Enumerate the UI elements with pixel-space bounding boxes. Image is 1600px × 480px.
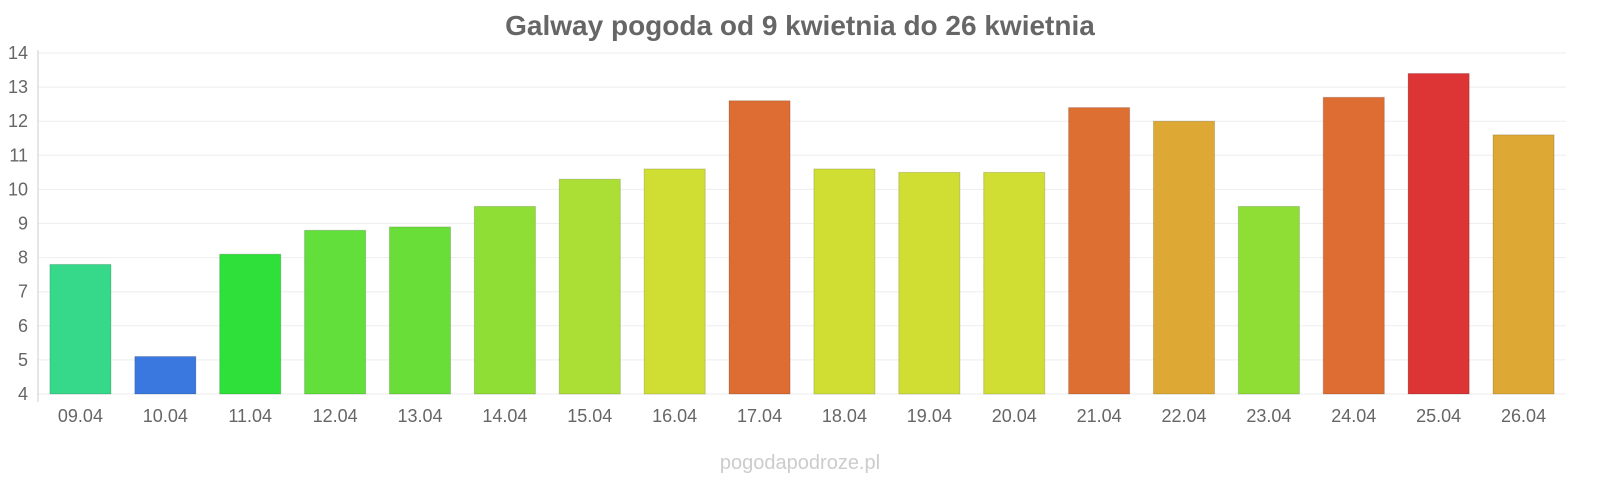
- y-tick-label: 6: [18, 316, 28, 336]
- bar-09.04: [49, 263, 112, 395]
- x-tick-label: 24.04: [1331, 406, 1376, 426]
- x-tick-label: 21.04: [1077, 406, 1122, 426]
- y-tick-label: 14: [8, 43, 28, 63]
- x-tick-label: 17.04: [737, 406, 782, 426]
- y-tick-label: 4: [18, 384, 28, 404]
- bars: [49, 72, 1555, 395]
- x-tick-label: 10.04: [143, 406, 188, 426]
- bar-24.04: [1322, 96, 1385, 395]
- bar-10.04: [134, 355, 197, 395]
- x-tick-label: 19.04: [907, 406, 952, 426]
- y-tick-label: 5: [18, 350, 28, 370]
- x-tick-label: 09.04: [58, 406, 103, 426]
- x-axis-ticks: 09.04 10.04 11.04 12.04 13.04 14.04 15.04 16.04…: [58, 406, 1546, 426]
- x-tick-label: 16.04: [652, 406, 697, 426]
- y-tick-label: 8: [18, 248, 28, 268]
- x-tick-label: 22.04: [1161, 406, 1206, 426]
- bar-25.04: [1407, 72, 1470, 395]
- bar-18.04: [813, 168, 876, 395]
- y-tick-label: 11: [9, 145, 28, 165]
- x-tick-label: 26.04: [1501, 406, 1546, 426]
- y-tick-label: 7: [18, 282, 28, 302]
- y-tick-label: 13: [8, 77, 28, 97]
- bar-17.04: [728, 100, 791, 395]
- bar-11.04: [219, 253, 282, 395]
- x-tick-label: 25.04: [1416, 406, 1461, 426]
- grid-lines: [38, 52, 1566, 395]
- bar-14.04: [473, 205, 536, 395]
- x-tick-label: 23.04: [1246, 406, 1291, 426]
- bar-19.04: [898, 171, 961, 395]
- bar-22.04: [1152, 120, 1216, 395]
- bar-12.04: [304, 229, 367, 395]
- x-tick-label: 15.04: [567, 406, 612, 426]
- chart-title: Galway pogoda od 9 kwietnia do 26 kwietn…: [505, 10, 1095, 41]
- bar-23.04: [1237, 205, 1300, 395]
- bar-13.04: [388, 226, 452, 395]
- y-tick-label: 9: [18, 214, 28, 234]
- x-tick-label: 12.04: [313, 406, 358, 426]
- x-tick-label: 11.04: [228, 406, 272, 426]
- y-axis-ticks: 4 5 6 7 8 9 10 11 12 13 14: [8, 43, 28, 404]
- bar-15.04: [558, 178, 621, 395]
- y-tick-label: 12: [8, 111, 28, 131]
- x-tick-label: 20.04: [992, 406, 1037, 426]
- x-tick-label: 18.04: [822, 406, 867, 426]
- bar-16.04: [643, 168, 706, 395]
- x-tick-label: 13.04: [397, 406, 442, 426]
- bar-20.04: [983, 171, 1046, 395]
- watermark: pogodapodroze.pl: [719, 452, 881, 474]
- bar-26.04: [1492, 134, 1555, 395]
- bar-21.04: [1068, 107, 1131, 395]
- y-tick-label: 10: [8, 179, 28, 199]
- x-tick-label: 14.04: [482, 406, 527, 426]
